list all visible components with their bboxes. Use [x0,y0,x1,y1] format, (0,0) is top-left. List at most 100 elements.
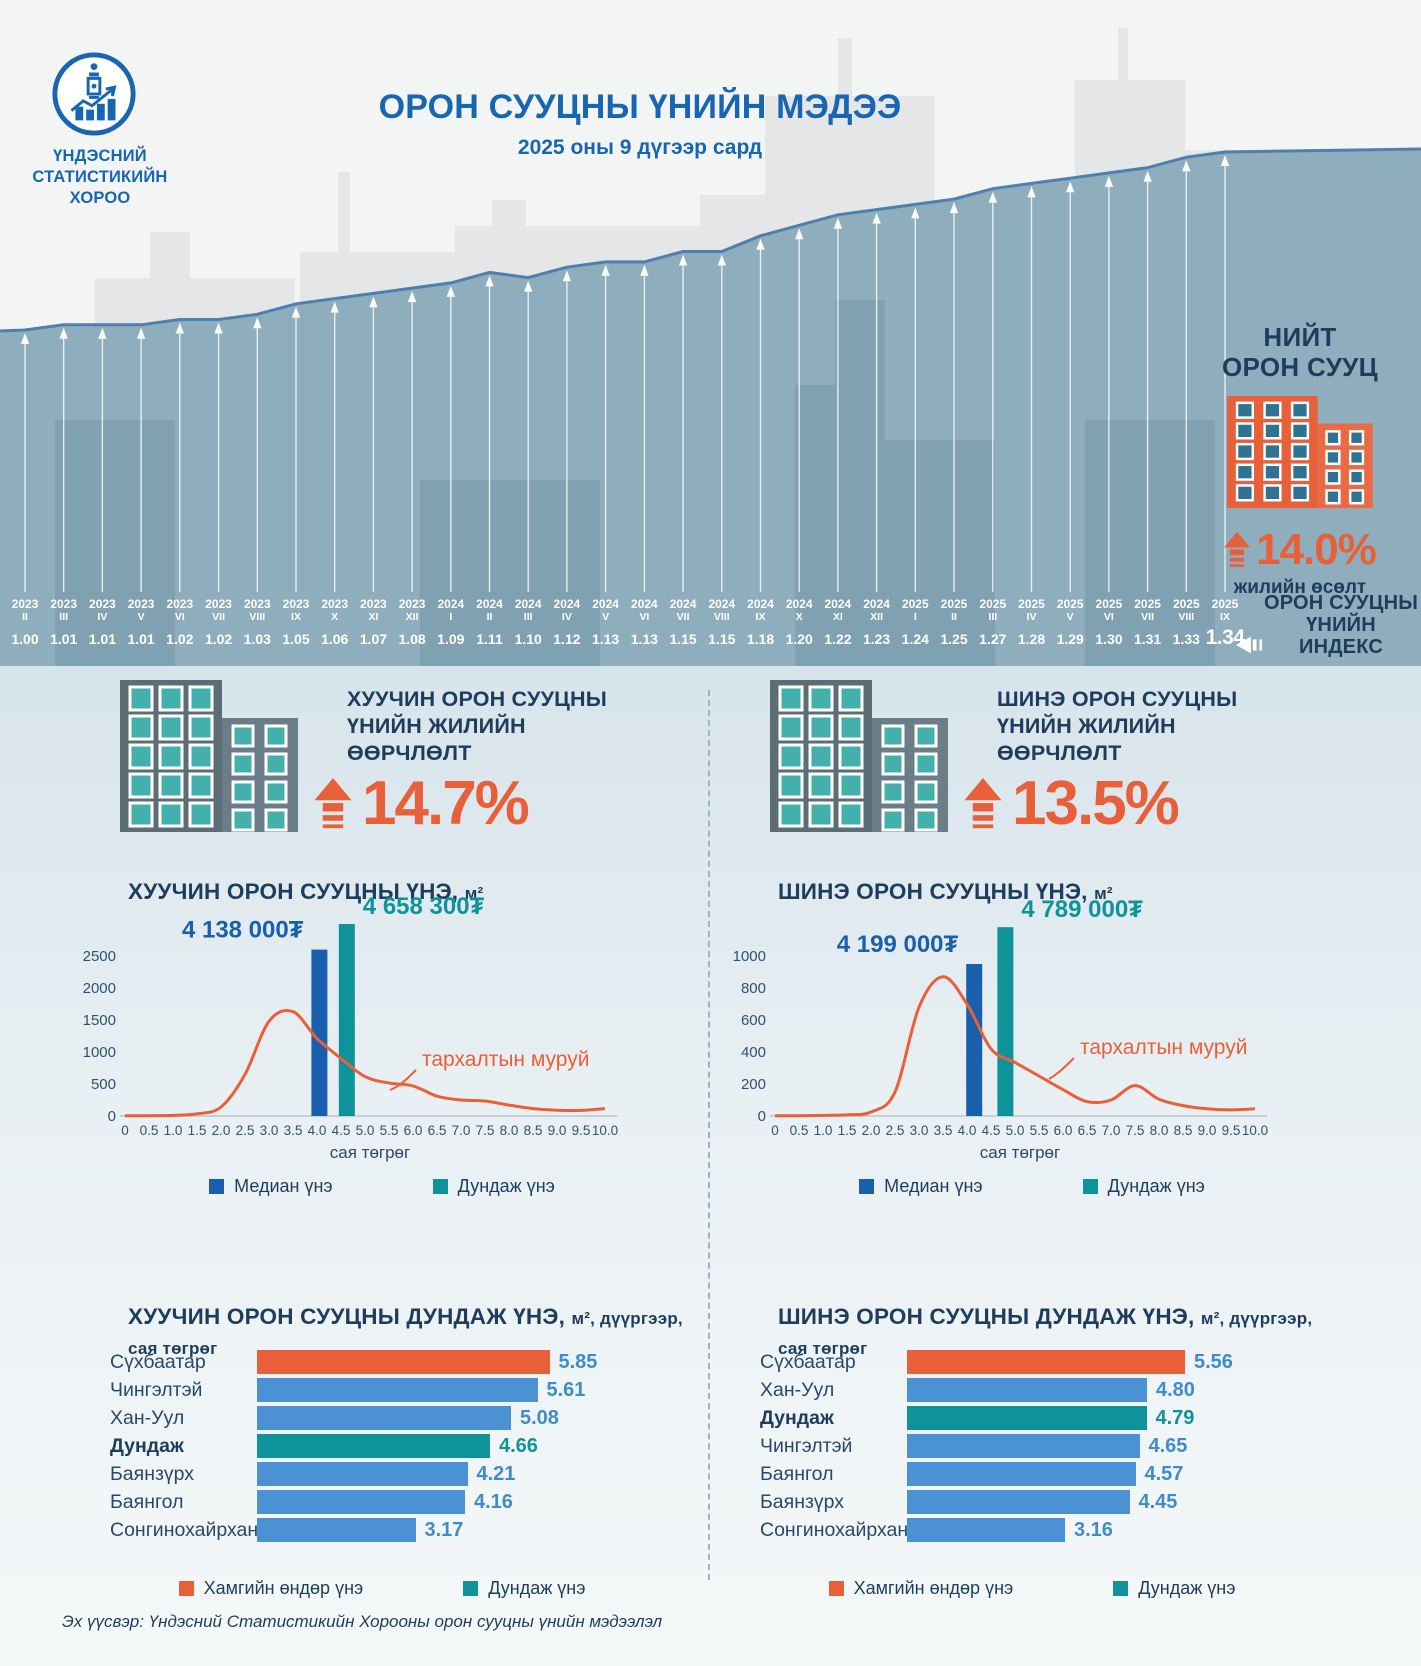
y-tick: 1000 [733,948,766,965]
district-label: Чингэлтэй [760,1434,853,1457]
new-change-title: ШИНЭ ОРОН СУУЦНЫ ҮНИЙН ЖИЛИЙН ӨӨРЧЛӨЛТ [997,687,1238,765]
old-district-bars: Сүхбаатар 5.85 Чингэлтэй 5.61 Хан-Уул 5.08 Дун… [62,1350,722,1546]
new-price-distribution-chart: 0 200 400 600 800 1000 0 0.5 1.0 1.5 2.0 2.5 3.0 3.5 4… [720,884,1320,1169]
x-tick: 0 [121,1123,129,1138]
y-tick: 200 [741,1076,766,1093]
x-tick: 6.5 [1078,1123,1097,1138]
x-tick: 4.5 [982,1123,1001,1138]
y-tick: 2500 [83,948,116,965]
old-bars-title: ХУУЧИН ОРОН СУУЦНЫ ДУНДАЖ ҮНЭ, м², дүүрг… [128,1303,683,1358]
district-value: 4.45 [1138,1490,1178,1513]
index-arrows [20,155,1230,592]
district-bar [907,1434,1140,1458]
index-pointer-icon [1236,636,1263,654]
x-tick: 0.5 [790,1123,809,1138]
index-column-2024-VII: 2024 VII 1.15 [669,597,697,648]
old-change-value: 14.7% [314,768,530,839]
district-value: 4.65 [1148,1434,1188,1457]
new-change-value: 13.5% [964,768,1180,839]
x-tick: 10.0 [1242,1123,1268,1138]
gray-buildings-icon [770,680,948,832]
index-column-2024-X: 2024 X 1.20 [785,597,813,648]
index-column-2023-II: 2023 II 1.00 [11,597,39,648]
x-tick: 4.5 [332,1123,351,1138]
x-tick: 2.5 [886,1123,905,1138]
district-value: 4.16 [474,1490,513,1513]
x-tick: 7.5 [1126,1123,1145,1138]
district-row-Баянзүрх: Баянзүрх 4.45 [712,1490,1372,1514]
curve-label: тархалтын муруй [422,1048,589,1071]
x-tick: 7.0 [452,1123,471,1138]
x-tick: 7.5 [476,1123,495,1138]
district-row-Сонгинохайрхан: Сонгинохайрхан 3.17 [62,1518,722,1542]
y-tick: 1000 [83,1044,116,1061]
up-arrow-icon [1224,531,1251,567]
district-row-Дундаж: Дундаж 4.66 [62,1434,722,1458]
total-housing-block: НИЙТ ОРОН СУУЦ 14.0% жилийн өсөлт [1180,322,1420,599]
mean-price-label: 4 658 300₮ [363,893,485,920]
x-tick: 9.5 [572,1123,591,1138]
x-tick: 9.5 [1222,1123,1241,1138]
index-column-2024-XI: 2024 XI 1.22 [824,597,852,648]
new-bars-title: ШИНЭ ОРОН СУУЦНЫ ДУНДАЖ ҮНЭ, м², дүүргээ… [778,1303,1313,1358]
district-value: 4.57 [1144,1462,1184,1485]
x-tick: 4.0 [308,1123,327,1138]
x-tick: 3.5 [934,1123,953,1138]
index-column-2023-XII: 2023 XII 1.08 [398,597,426,648]
legend-mean: Дундаж үнэ [1082,1176,1205,1197]
district-row-Дундаж: Дундаж 4.79 [712,1406,1372,1430]
x-axis-label: сая төгрөг [980,1143,1060,1162]
index-column-2024-VI: 2024 VI 1.13 [630,597,659,648]
page-subtitle: 2025 оны 9 дүгээр сард [517,136,763,159]
total-growth-value: 14.0% [1256,525,1377,574]
median-swatch [209,1179,225,1194]
legend-max: Хамгийн өндөр үнэ [828,1578,1013,1599]
total-growth-caption: жилийн өсөлт [1233,577,1367,598]
district-bar [907,1350,1185,1374]
mean-bar [997,927,1014,1116]
index-column-2023-IX: 2023 IX 1.05 [282,597,310,648]
up-arrow-icon [964,777,1002,828]
y-tick: 2000 [83,980,116,997]
index-column-2024-I: 2024 I 1.09 [437,597,465,648]
x-tick: 3.0 [260,1123,279,1138]
y-tick: 1500 [83,1012,116,1029]
x-tick: 1.5 [838,1123,857,1138]
org-name-line: ҮНДЭСНИЙ [53,147,147,165]
y-tick: 600 [741,1012,766,1029]
index-column-2025-IX: 2025 IX 1.34 [1205,597,1245,650]
gray-buildings-icon [120,680,298,832]
x-tick: 6.0 [1054,1123,1073,1138]
max-swatch [178,1581,194,1596]
index-column-2025-IV: 2025 IV 1.28 [1017,597,1046,648]
district-label: Баянгол [760,1462,834,1485]
district-value: 5.85 [558,1350,598,1373]
index-column-2025-VIII: 2025 VIII 1.33 [1172,597,1200,648]
district-label: Сүхбаатар [110,1350,206,1373]
district-label: Сүхбаатар [760,1350,856,1373]
district-bar [257,1350,550,1374]
index-column-2024-IX: 2024 IX 1.18 [746,597,775,648]
district-label: Хан-Уул [110,1406,185,1429]
index-column-2023-IV: 2023 IV 1.01 [88,597,117,648]
x-tick: 9.0 [548,1123,567,1138]
orange-buildings-icon [1227,395,1373,509]
district-value: 4.66 [499,1434,538,1457]
district-bar [907,1406,1147,1430]
total-housing-label: НИЙТ ОРОН СУУЦ [1222,322,1378,382]
district-label: Дундаж [760,1406,834,1429]
y-tick: 500 [91,1076,116,1093]
district-value: 4.79 [1155,1406,1195,1429]
up-arrow-icon [314,777,352,828]
x-tick: 0 [771,1123,779,1138]
x-tick: 5.0 [1006,1123,1025,1138]
old-change-title: ХУУЧИН ОРОН СУУЦНЫ ҮНИЙН ЖИЛИЙН ӨӨРЧЛӨЛТ [347,687,608,765]
district-label: Баянгол [110,1490,184,1513]
new-bars-legend: Хамгийн өндөр үнэ Дундаж үнэ [712,1578,1352,1599]
nso-logo-emblem [52,52,136,136]
x-tick: 1.0 [164,1123,183,1138]
district-row-Сүхбаатар: Сүхбаатар 5.85 [62,1350,722,1374]
panel-divider [708,690,710,1580]
old-dist-legend: Медиан үнэ Дундаж үнэ [62,1176,702,1197]
mean-swatch [1082,1179,1098,1194]
